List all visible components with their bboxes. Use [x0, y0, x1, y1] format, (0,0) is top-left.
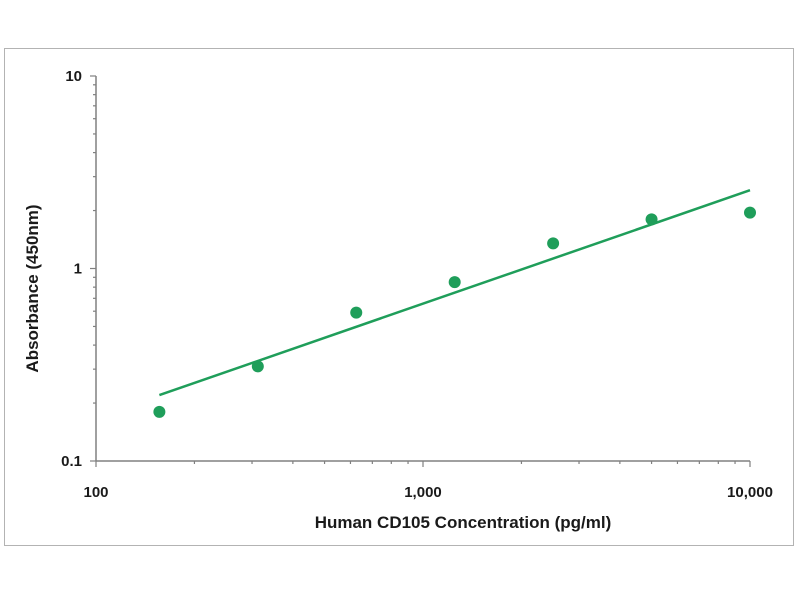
data-point — [251, 360, 264, 373]
y-axis-title: Absorbance (450nm) — [23, 204, 42, 372]
axes — [95, 76, 750, 462]
chart-frame — [4, 48, 794, 546]
y-tick-label: 1 — [74, 261, 82, 278]
data-point — [547, 237, 560, 250]
data-point — [645, 213, 658, 226]
y-tick-label: 10 — [65, 68, 82, 85]
data-point — [153, 405, 166, 418]
trendline — [158, 189, 751, 397]
x-axis-title: Human CD105 Concentration (pg/ml) — [315, 513, 612, 532]
data-point — [744, 206, 756, 219]
tick-labels: 0.1 1 10 100 1,000 10,000 — [61, 68, 773, 501]
y-tick-label: 0.1 — [61, 453, 82, 470]
x-tick-label: 10,000 — [727, 484, 773, 501]
data-point — [350, 306, 363, 319]
data-points — [153, 206, 756, 418]
x-tick-label: 1,000 — [404, 484, 442, 501]
x-tick-label: 100 — [83, 484, 108, 501]
ticks — [90, 75, 751, 467]
data-point — [448, 276, 461, 289]
